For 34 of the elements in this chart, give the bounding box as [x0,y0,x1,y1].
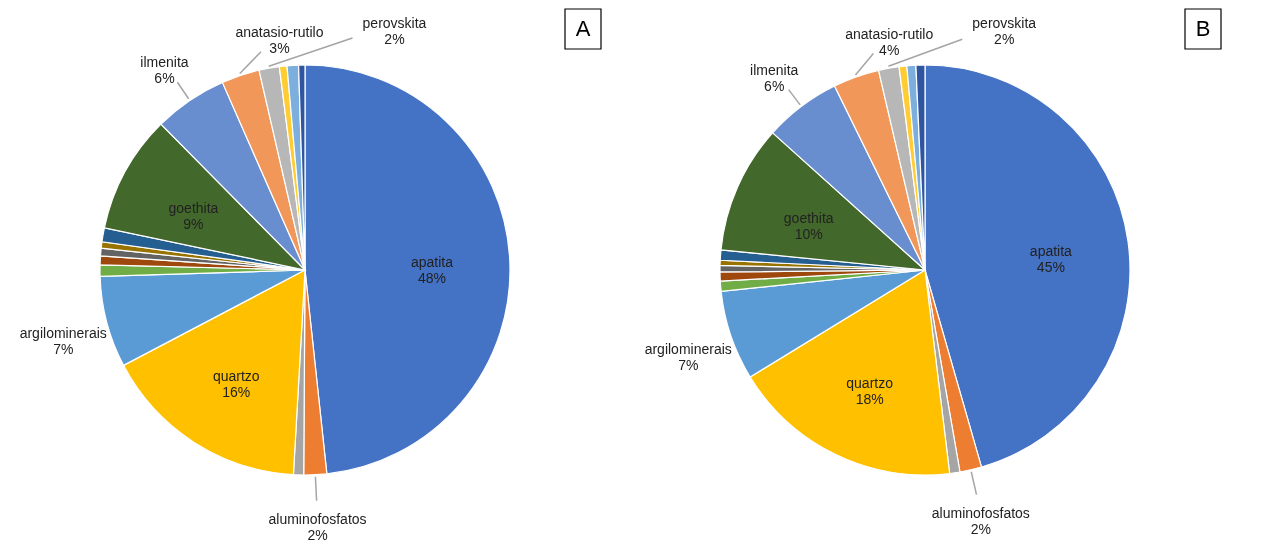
data-label: 6% [154,70,175,87]
data-label: 9% [183,216,204,233]
data-label: 2% [307,526,328,543]
data-label: 2% [384,30,405,47]
data-label: 7% [53,340,74,357]
data-label: 3% [269,39,290,56]
slice-label: anatasio-rutilo [845,25,934,42]
slice-label: goethita [168,200,219,217]
slice-label: apatita [1029,243,1073,260]
slice-label: aluminofosfatos [931,504,1030,521]
slice-label: apatita [410,254,454,271]
slice-label: goethita [783,209,834,226]
data-label: 7% [678,357,699,374]
text: B [1195,16,1211,41]
data-label: 2% [994,30,1015,47]
data-label: 48% [417,270,446,287]
data-label: 45% [1036,259,1065,276]
data-label: 4% [879,41,900,58]
slice-label: quartzo [212,367,260,384]
slice-label: ilmenita [140,54,189,71]
data-label: 16% [222,383,251,400]
slice-label: quartzo [846,375,894,392]
slice-label: aluminofosfatos [268,510,367,527]
data-label: 18% [855,391,884,408]
slice-label: anatasio-rutilo [235,23,324,40]
slice-label: ilmenita [750,61,799,78]
slice-label: argilominerais [644,341,732,358]
slice-label: perovskita [362,14,427,31]
text: A [575,16,591,41]
data-label: 6% [764,77,785,94]
data-label: 10% [794,225,823,242]
slice-label: perovskita [972,14,1037,31]
data-label: 2% [970,520,991,537]
slice-label: argilominerais [19,324,107,341]
